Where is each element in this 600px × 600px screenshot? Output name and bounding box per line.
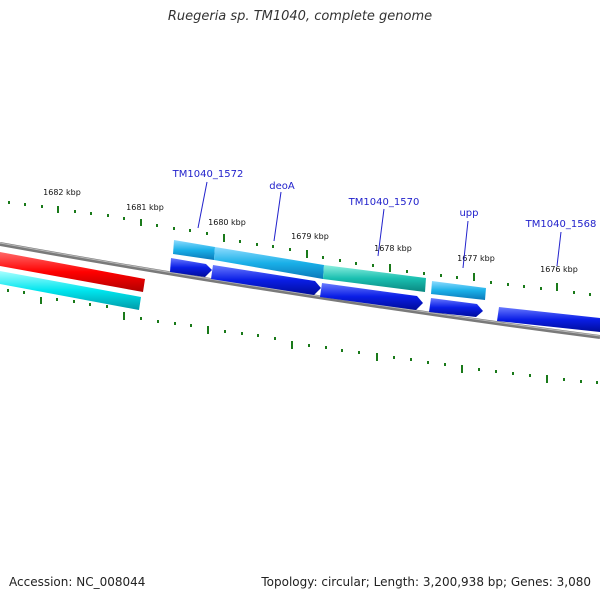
feature-tm1040-1572[interactable] (173, 240, 215, 260)
gene-label-tm1040-1568[interactable]: TM1040_1568 (525, 219, 597, 230)
scale-label: 1681 kbp (126, 203, 164, 212)
outer-scale-ticks (8, 201, 591, 296)
scale-labels: 1682 kbp 1681 kbp 1680 kbp 1679 kbp 1678… (43, 188, 578, 274)
inner-scale-ticks (7, 289, 598, 384)
red-feature[interactable] (0, 252, 145, 292)
cyan-feature[interactable] (0, 271, 141, 310)
gene-arrow-deoA[interactable] (211, 265, 321, 295)
gene-label-tm1040-1570[interactable]: TM1040_1570 (348, 197, 420, 208)
scale-label: 1679 kbp (291, 232, 329, 241)
gene-labels: TM1040_1572 deoA TM1040_1570 upp TM1040_… (172, 169, 597, 230)
gene-arrow-upp[interactable] (429, 298, 483, 317)
scale-label: 1680 kbp (208, 218, 246, 227)
feature-upp[interactable] (431, 281, 486, 300)
gene-leader-lines (197, 181, 562, 269)
gene-arrow-tm1040-1568[interactable] (497, 307, 600, 332)
scale-label: 1677 kbp (457, 254, 495, 263)
scale-label: 1678 kbp (374, 244, 412, 253)
scale-label: 1676 kbp (540, 265, 578, 274)
topology-summary: Topology: circular; Length: 3,200,938 bp… (261, 575, 591, 589)
gene-label-upp[interactable]: upp (459, 208, 478, 219)
gene-label-deoA[interactable]: deoA (269, 181, 295, 192)
gene-label-tm1040-1572[interactable]: TM1040_1572 (172, 169, 244, 180)
gene-arrow-tm1040-1570[interactable] (320, 283, 423, 310)
scale-label: 1682 kbp (43, 188, 81, 197)
accession-label: Accession: NC_008044 (9, 575, 146, 589)
feature-deoA[interactable] (214, 247, 324, 279)
genome-backbone (0, 242, 600, 339)
feature-tm1040-1570[interactable] (323, 265, 426, 292)
map-title: Ruegeria sp. TM1040, complete genome (167, 9, 433, 24)
gene-arrow-tm1040-1572[interactable] (170, 258, 212, 277)
